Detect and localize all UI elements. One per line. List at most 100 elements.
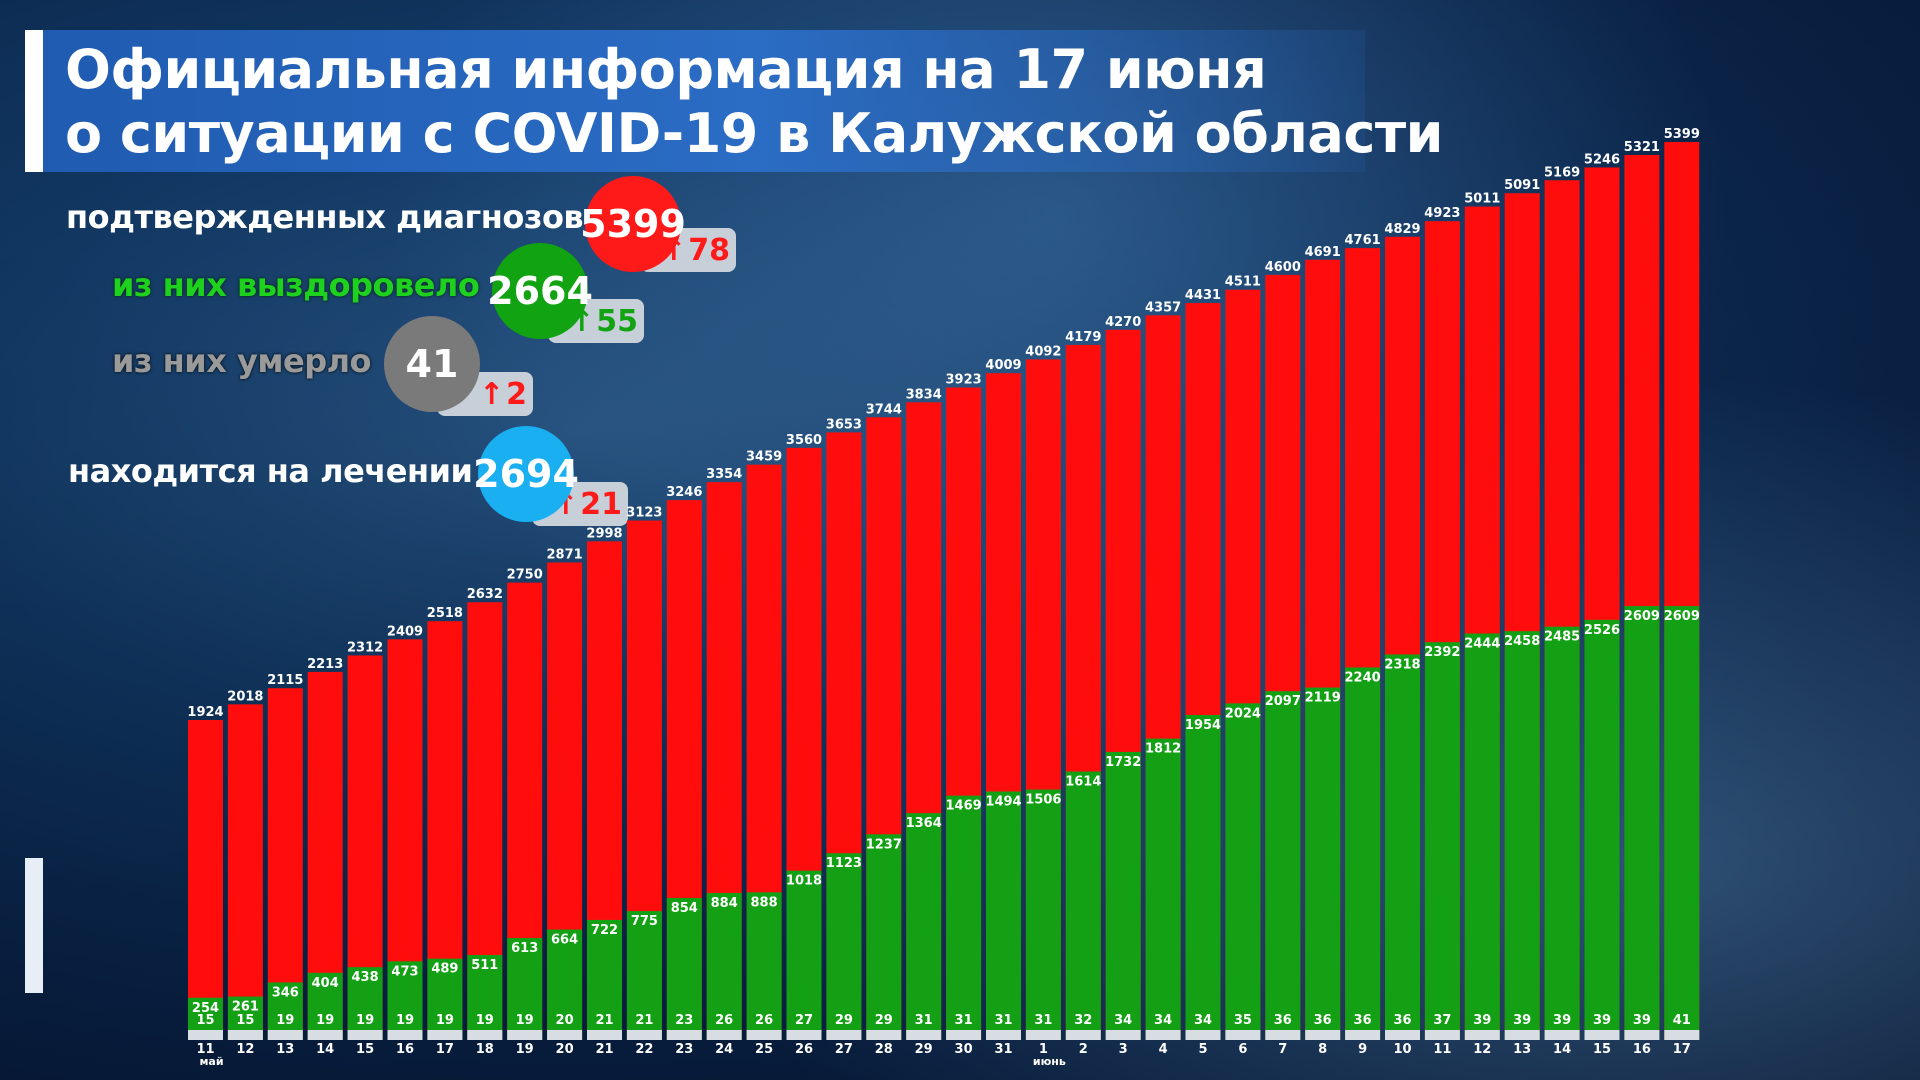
data-label-total: 4357 xyxy=(1145,300,1181,315)
data-label-recovered: 2024 xyxy=(1225,706,1261,721)
data-label-died: 32 xyxy=(1074,1013,1092,1028)
data-label-recovered: 404 xyxy=(312,976,339,991)
data-label-died: 39 xyxy=(1513,1013,1531,1028)
bar-recovered xyxy=(1305,687,1341,1040)
x-tick-label: 31 xyxy=(994,1042,1012,1057)
data-label-recovered: 438 xyxy=(352,970,379,985)
bar-died xyxy=(946,1030,982,1040)
x-tick-label: 8 xyxy=(1318,1042,1327,1057)
bar-recovered xyxy=(906,813,942,1040)
x-tick-label: 9 xyxy=(1358,1042,1367,1057)
bar-died xyxy=(986,1030,1021,1040)
data-label-recovered: 1506 xyxy=(1025,793,1061,808)
data-label-died: 19 xyxy=(476,1013,494,1028)
bar-died xyxy=(1424,1030,1460,1040)
bar-died xyxy=(307,1030,343,1040)
bar-recovered xyxy=(467,955,503,1040)
data-label-recovered: 489 xyxy=(431,962,458,977)
data-label-recovered: 2609 xyxy=(1664,609,1700,624)
bar-died xyxy=(1584,1030,1620,1040)
bar-recovered xyxy=(587,919,622,1040)
data-label-died: 39 xyxy=(1473,1013,1491,1028)
data-label-total: 5399 xyxy=(1664,127,1700,142)
bar-died xyxy=(906,1030,942,1040)
data-label-total: 1924 xyxy=(187,705,223,720)
recovered-label: из них выздоровело xyxy=(112,266,480,304)
x-tick-label: 6 xyxy=(1238,1042,1247,1057)
treatment-delta: 21 xyxy=(580,486,622,522)
data-label-total: 2409 xyxy=(387,624,423,639)
data-label-died: 41 xyxy=(1673,1013,1691,1028)
data-label-recovered: 1614 xyxy=(1065,775,1101,790)
left-accent-bar xyxy=(25,858,43,993)
bar-died xyxy=(467,1030,503,1040)
data-label-died: 31 xyxy=(915,1013,933,1028)
bar-recovered xyxy=(1424,642,1460,1040)
x-tick-label: 19 xyxy=(516,1042,534,1057)
bar-died xyxy=(507,1030,543,1040)
x-tick-label: 23 xyxy=(675,1042,693,1057)
data-label-died: 21 xyxy=(595,1013,613,1028)
data-label-died: 19 xyxy=(276,1013,294,1028)
data-label-recovered: 254 xyxy=(192,1001,219,1016)
x-tick-label: 1 xyxy=(1039,1042,1048,1057)
bar-total xyxy=(188,719,223,1040)
data-label-recovered: 775 xyxy=(631,914,658,929)
data-label-recovered: 2526 xyxy=(1584,623,1620,638)
confirmed-value-circle: 5399 xyxy=(580,176,686,272)
x-tick-label: 4 xyxy=(1159,1042,1168,1057)
data-label-recovered: 613 xyxy=(511,941,538,956)
bar-recovered xyxy=(307,972,343,1040)
data-label-total: 3653 xyxy=(826,417,862,432)
data-label-recovered: 1494 xyxy=(985,795,1021,810)
bar-recovered xyxy=(666,897,702,1040)
x-tick-label: 30 xyxy=(955,1042,973,1057)
data-label-died: 34 xyxy=(1194,1013,1212,1028)
data-label-recovered: 2458 xyxy=(1504,634,1540,649)
data-label-total: 3354 xyxy=(706,467,742,482)
x-tick-label: 14 xyxy=(316,1042,334,1057)
data-label-died: 39 xyxy=(1593,1013,1611,1028)
confirmed-label: подтвержденных диагнозов xyxy=(66,198,584,236)
data-label-total: 3560 xyxy=(786,433,822,448)
bar-died xyxy=(1345,1030,1381,1040)
bar-recovered xyxy=(986,791,1021,1040)
title-accent-bar xyxy=(25,30,43,172)
x-tick-label: 29 xyxy=(915,1042,933,1057)
confirmed-value: 5399 xyxy=(580,202,686,246)
bar-recovered xyxy=(1145,738,1181,1040)
x-tick-label: 16 xyxy=(1633,1042,1651,1057)
data-label-died: 29 xyxy=(835,1013,853,1028)
x-tick-label: 13 xyxy=(1513,1042,1531,1057)
data-label-total: 2632 xyxy=(467,587,503,602)
bar-recovered xyxy=(786,870,822,1040)
x-tick-label: 24 xyxy=(715,1042,733,1057)
data-label-total: 4511 xyxy=(1225,275,1261,290)
data-label-total: 2018 xyxy=(227,689,263,704)
data-label-total: 4009 xyxy=(985,358,1021,373)
bar-died xyxy=(1145,1030,1181,1040)
data-label-recovered: 2119 xyxy=(1305,691,1341,706)
bar-died xyxy=(387,1030,423,1040)
data-label-recovered: 261 xyxy=(232,1000,259,1015)
died-delta: 2 xyxy=(506,376,527,412)
data-label-total: 4179 xyxy=(1065,330,1101,345)
bar-recovered xyxy=(1464,633,1500,1040)
x-tick-label: 16 xyxy=(396,1042,414,1057)
bar-recovered xyxy=(1624,606,1660,1040)
data-label-died: 36 xyxy=(1393,1013,1411,1028)
data-label-recovered: 884 xyxy=(711,896,738,911)
bar-died xyxy=(666,1030,702,1040)
data-label-total: 5091 xyxy=(1504,178,1540,193)
x-tick-label: 15 xyxy=(356,1042,374,1057)
data-label-recovered: 2240 xyxy=(1345,670,1381,685)
data-label-died: 31 xyxy=(994,1013,1012,1028)
data-label-died: 36 xyxy=(1354,1013,1372,1028)
data-label-total: 4691 xyxy=(1305,245,1341,260)
x-tick-label: 21 xyxy=(595,1042,613,1057)
bar-recovered xyxy=(1225,703,1261,1040)
data-label-died: 34 xyxy=(1114,1013,1132,1028)
data-label-recovered: 1954 xyxy=(1185,718,1221,733)
data-label-died: 26 xyxy=(715,1013,733,1028)
title-banner xyxy=(25,30,1365,172)
